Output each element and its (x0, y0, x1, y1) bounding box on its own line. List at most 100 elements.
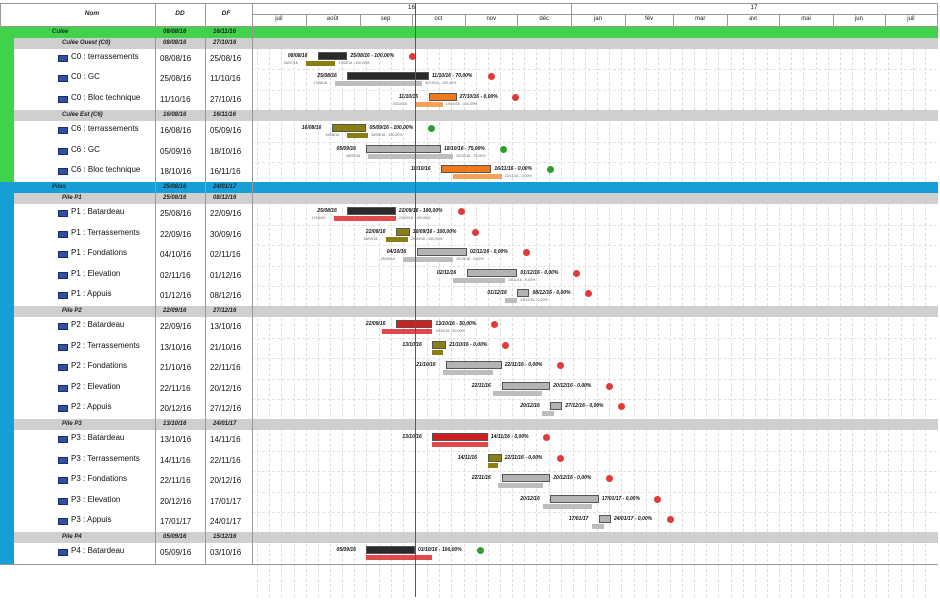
task-bar[interactable] (487, 453, 502, 462)
group-name[interactable]: Pile P1 (62, 195, 82, 202)
task-bar[interactable] (501, 474, 551, 483)
task-bar[interactable] (331, 124, 367, 133)
task-bar[interactable] (446, 361, 502, 370)
task-name[interactable]: P3 : Elevation (71, 494, 121, 504)
task-name[interactable]: P3 : Appuis (71, 515, 112, 524)
month-header[interactable]: jan (593, 16, 602, 22)
group-name[interactable]: Culée Est (C6) (62, 112, 103, 119)
month-header[interactable]: déc (539, 16, 550, 22)
column-header-name[interactable]: Nom (84, 10, 100, 17)
task-name[interactable]: P1 : Elevation (71, 268, 121, 278)
task-name[interactable]: P1 : Batardeau (71, 207, 125, 217)
task-bar[interactable] (395, 320, 433, 329)
task-name[interactable]: P1 : Terrassements (71, 227, 140, 237)
baseline-end-label: 24/11/16 - 0,00% (508, 277, 536, 282)
task-flag-icon (58, 405, 68, 412)
group-row-band (14, 193, 938, 205)
task-name[interactable]: P2 : Fondations (71, 361, 128, 371)
group-name[interactable]: Pile P4 (62, 534, 82, 541)
row-start-date: 22/09/16 (163, 308, 187, 315)
task-end-date: 20/12/16 (210, 476, 242, 486)
month-header[interactable]: août (326, 16, 339, 22)
task-name[interactable]: P3 : Fondations (71, 474, 128, 484)
month-header[interactable]: juil (907, 16, 915, 22)
task-bar[interactable] (517, 289, 530, 297)
task-name[interactable]: P2 : Appuis (71, 402, 112, 411)
task-bar[interactable] (467, 268, 518, 277)
task-bar[interactable] (366, 546, 415, 555)
task-name[interactable]: P2 : Batardeau (71, 320, 125, 330)
month-divider (624, 14, 626, 26)
month-header[interactable]: sep (380, 16, 391, 22)
bar-start-label: 17/01/17 (568, 516, 589, 522)
month-header[interactable]: avr (748, 16, 758, 22)
task-bar[interactable] (395, 227, 410, 236)
status-indicator-dot (572, 269, 580, 277)
bar-end-label: 05/09/16 - 100,00% (369, 125, 414, 132)
section-name[interactable]: Piles (52, 184, 67, 191)
group-row-band (14, 306, 938, 318)
task-bar[interactable] (416, 248, 468, 257)
group-name[interactable]: Pile P2 (62, 308, 82, 315)
year-header-2016[interactable]: 16 (407, 4, 416, 11)
task-name[interactable]: C0 : Bloc technique (71, 92, 141, 102)
task-flag-icon (58, 456, 68, 464)
baseline-bar (453, 174, 502, 179)
group-name[interactable]: Pile P3 (62, 421, 82, 428)
year-header-2017[interactable]: 17 (750, 4, 758, 11)
task-end-date: 30/09/16 (210, 229, 242, 239)
status-indicator-dot (666, 516, 674, 523)
task-name[interactable]: C0 : terrassements (71, 52, 139, 61)
row-gridline (252, 450, 937, 452)
month-header[interactable]: mar (695, 16, 706, 22)
row-gridline (252, 245, 937, 247)
bar-end-label: 25/08/16 - 100,00% (350, 53, 395, 59)
task-bar[interactable] (432, 433, 488, 442)
task-bar[interactable] (441, 165, 492, 173)
task-bar[interactable] (347, 207, 396, 216)
task-name[interactable]: P4 : Batardeau (71, 546, 125, 556)
task-name[interactable]: C6 : GC (71, 144, 100, 154)
bar-start-label: 22/11/16 (471, 475, 491, 482)
bar-start-label: 22/11/16 (471, 382, 491, 389)
month-header[interactable]: nov (486, 16, 497, 22)
task-bar[interactable] (501, 381, 551, 390)
month-header[interactable]: jun (854, 16, 863, 22)
task-end-date: 05/09/16 (210, 126, 242, 136)
month-header[interactable]: oct (434, 16, 443, 22)
baseline-end-label: 06/09/16 - 100,00% (371, 133, 403, 138)
bar-start-label: 20/12/16 (520, 403, 540, 409)
task-bar[interactable] (598, 515, 611, 523)
header-column-divider (0, 3, 1, 26)
task-bar[interactable] (550, 402, 563, 410)
task-name[interactable]: C6 : terrassements (71, 124, 139, 134)
task-bar[interactable] (550, 494, 599, 503)
bar-end-label: 22/11/16 - 0,00% (504, 454, 543, 461)
task-name[interactable]: P1 : Appuis (71, 289, 112, 298)
task-bar[interactable] (317, 52, 348, 60)
section-name[interactable]: Culée (52, 29, 69, 35)
task-name[interactable]: P2 : Terrassements (71, 340, 140, 350)
task-name[interactable]: P3 : Batardeau (71, 433, 125, 443)
month-header[interactable]: juil (275, 16, 283, 22)
task-flag-icon (58, 95, 68, 103)
table-column-divider (252, 27, 253, 564)
task-flag-icon (58, 497, 68, 505)
baseline-bar (498, 483, 544, 489)
baseline-bar (505, 298, 518, 303)
task-name[interactable]: P1 : Fondations (71, 248, 128, 258)
task-name[interactable]: C6 : Bloc technique (71, 165, 141, 174)
task-bar[interactable] (366, 144, 442, 153)
group-name[interactable]: Culée Ouest (C0) (62, 40, 111, 46)
month-header[interactable]: fév (645, 16, 654, 22)
task-name[interactable]: P3 : Terrassements (71, 453, 140, 463)
task-bar[interactable] (432, 340, 447, 349)
task-bar[interactable] (347, 72, 429, 81)
task-bar[interactable] (428, 92, 457, 101)
column-header-end-date[interactable]: DF (221, 10, 231, 17)
task-name[interactable]: C0 : GC (71, 72, 100, 82)
column-header-start-date[interactable]: DD (175, 10, 185, 17)
task-name[interactable]: P2 : Elevation (71, 381, 121, 391)
month-header[interactable]: mai (801, 16, 811, 22)
status-indicator-dot (585, 290, 593, 297)
